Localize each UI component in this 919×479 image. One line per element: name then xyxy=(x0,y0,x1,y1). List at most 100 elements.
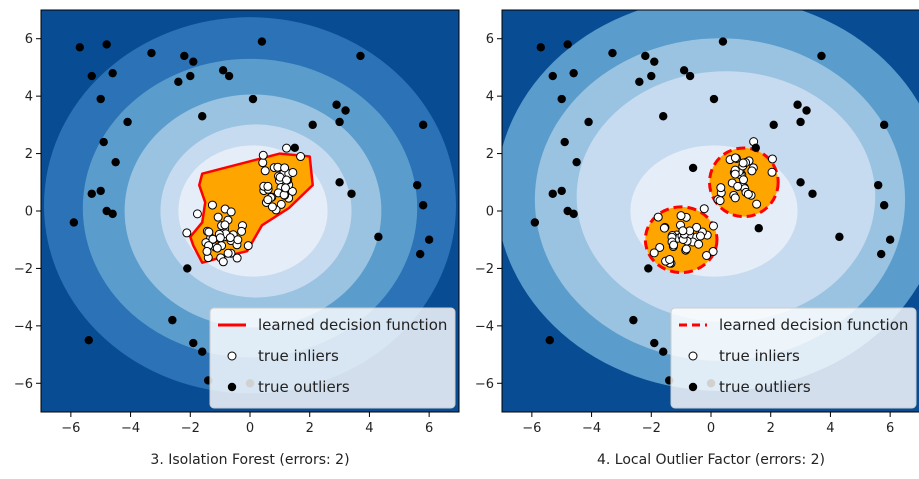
x-tick-label: 6 xyxy=(425,421,433,436)
y-tick-label: −2 xyxy=(14,262,33,277)
inlier-point xyxy=(243,241,253,251)
x-tick-label: 2 xyxy=(306,421,314,436)
outlier-point xyxy=(569,209,578,219)
inlier-point xyxy=(267,202,277,212)
legend-inlier-marker xyxy=(227,351,237,361)
outlier-point xyxy=(563,40,572,49)
x-tick-label: −6 xyxy=(522,421,541,436)
x-tick-label: −4 xyxy=(121,421,140,436)
outlier-point xyxy=(817,51,826,61)
outlier-point xyxy=(413,180,422,190)
y-tick-label: −4 xyxy=(475,319,494,334)
outlier-point xyxy=(111,157,120,167)
y-tick-label: −4 xyxy=(14,319,33,334)
inlier-point xyxy=(665,255,675,265)
y-tick-label: −6 xyxy=(14,377,33,392)
inlier-point xyxy=(282,175,292,185)
inlier-point xyxy=(708,221,718,231)
outlier-point xyxy=(647,71,656,81)
outlier-point xyxy=(560,137,569,147)
x-tick-label: 6 xyxy=(886,421,894,436)
inlier-point xyxy=(192,209,202,219)
outlier-point xyxy=(754,224,763,233)
inlier-point xyxy=(659,223,669,233)
inlier-point xyxy=(202,246,212,256)
y-tick-label: −2 xyxy=(475,262,494,277)
outlier-point xyxy=(876,249,886,259)
inlier-point xyxy=(212,243,222,253)
legend-outlier-marker xyxy=(227,382,237,392)
y-tick-label: −6 xyxy=(475,377,494,392)
y-tick-label: 0 xyxy=(486,205,494,220)
inlier-point xyxy=(223,248,233,258)
inlier-point xyxy=(702,250,712,260)
outlier-point xyxy=(685,71,695,81)
outlier-point xyxy=(545,336,554,345)
outlier-point xyxy=(885,235,895,244)
x-axis-label: 3. Isolation Forest (errors: 2) xyxy=(150,452,349,468)
plot-area-2 xyxy=(502,10,919,412)
inlier-point xyxy=(220,220,230,230)
outlier-point xyxy=(572,157,581,167)
inlier-point xyxy=(669,240,679,250)
outlier-point xyxy=(679,66,689,75)
outlier-point xyxy=(557,94,566,104)
inlier-point xyxy=(767,154,777,164)
inlier-point xyxy=(213,212,223,222)
inlier-point xyxy=(733,181,743,191)
inlier-point xyxy=(260,166,270,176)
inlier-point xyxy=(715,196,725,206)
outlier-point xyxy=(548,189,557,198)
inlier-point xyxy=(296,152,306,162)
y-tick-label: 4 xyxy=(25,90,33,105)
outlier-point xyxy=(650,57,659,66)
outlier-point xyxy=(659,112,668,121)
outlier-point xyxy=(224,71,234,81)
x-tick-label: −2 xyxy=(642,421,661,436)
outlier-point xyxy=(332,100,341,109)
x-tick-label: −2 xyxy=(181,421,200,436)
legend-outlier-marker xyxy=(688,382,698,392)
outlier-point xyxy=(84,336,93,345)
y-tick-label: 6 xyxy=(25,32,33,47)
outlier-point xyxy=(347,189,356,198)
x-tick-label: 0 xyxy=(707,421,715,436)
outlier-point xyxy=(548,71,557,81)
y-tick-label: 0 xyxy=(25,205,33,220)
inlier-point xyxy=(678,226,688,236)
inlier-point xyxy=(676,211,686,221)
inlier-point xyxy=(681,244,691,254)
outlier-point xyxy=(174,77,183,86)
x-tick-label: −4 xyxy=(582,421,601,436)
x-tick-label: 4 xyxy=(365,421,373,436)
outlier-point xyxy=(688,163,698,173)
outlier-point xyxy=(796,117,805,127)
outlier-point xyxy=(644,264,653,273)
inlier-point xyxy=(207,200,217,210)
outlier-point xyxy=(374,232,383,242)
outlier-point xyxy=(879,120,889,130)
inlier-point xyxy=(655,242,665,252)
inlier-point xyxy=(258,150,268,160)
y-tick-label: 2 xyxy=(486,147,494,162)
legend-box xyxy=(209,307,456,409)
inlier-point xyxy=(233,235,243,245)
inlier-point xyxy=(747,166,757,176)
outlier-point xyxy=(802,106,811,115)
outlier-point xyxy=(709,94,719,104)
inlier-point xyxy=(232,253,242,263)
outlier-point xyxy=(218,66,228,75)
inlier-point xyxy=(282,143,292,153)
inlier-point xyxy=(226,207,236,217)
inlier-point xyxy=(237,226,247,236)
outlier-point xyxy=(290,143,299,153)
outlier-point xyxy=(341,106,350,115)
outlier-point xyxy=(641,51,650,61)
outlier-point xyxy=(186,71,195,81)
inlier-point xyxy=(287,186,297,196)
outlier-point xyxy=(424,235,434,244)
outlier-point xyxy=(530,218,540,227)
legend: learned decision function true inliers tru… xyxy=(209,307,456,409)
legend-inlier-marker xyxy=(688,351,698,361)
inlier-point xyxy=(767,167,777,177)
